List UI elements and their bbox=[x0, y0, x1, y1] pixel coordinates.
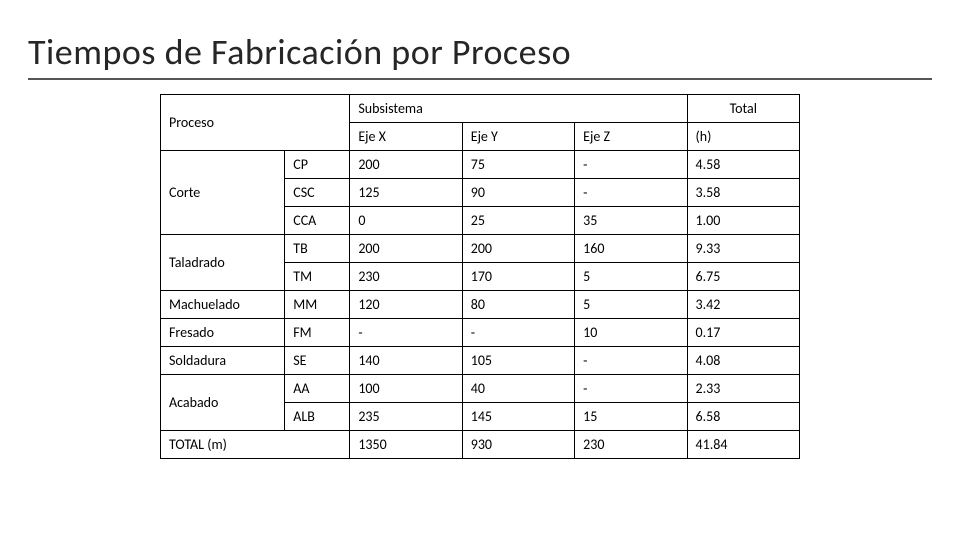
tot-cell: 4.58 bbox=[687, 151, 799, 179]
process-cell: Corte bbox=[161, 151, 285, 235]
sub-cell: FM bbox=[285, 319, 350, 347]
x-cell: - bbox=[350, 319, 462, 347]
y-cell: 75 bbox=[462, 151, 574, 179]
total-z: 230 bbox=[575, 431, 687, 459]
header-eje-z: Eje Z bbox=[575, 123, 687, 151]
process-cell: Machuelado bbox=[161, 291, 285, 319]
tot-cell: 9.33 bbox=[687, 235, 799, 263]
x-cell: 200 bbox=[350, 235, 462, 263]
total-label: TOTAL (m) bbox=[161, 431, 350, 459]
table-row: CorteCP20075-4.58 bbox=[161, 151, 800, 179]
x-cell: 120 bbox=[350, 291, 462, 319]
table-header: Proceso Subsistema Total Eje X Eje Y Eje… bbox=[161, 95, 800, 151]
table-body: CorteCP20075-4.58CSC12590-3.58CCA025351.… bbox=[161, 151, 800, 459]
x-cell: 0 bbox=[350, 207, 462, 235]
header-proceso: Proceso bbox=[161, 95, 350, 151]
sub-cell: TB bbox=[285, 235, 350, 263]
x-cell: 235 bbox=[350, 403, 462, 431]
tot-cell: 2.33 bbox=[687, 375, 799, 403]
z-cell: 15 bbox=[575, 403, 687, 431]
z-cell: - bbox=[575, 179, 687, 207]
header-eje-y: Eje Y bbox=[462, 123, 574, 151]
y-cell: 40 bbox=[462, 375, 574, 403]
header-total: Total bbox=[687, 95, 799, 123]
total-y: 930 bbox=[462, 431, 574, 459]
tot-cell: 6.58 bbox=[687, 403, 799, 431]
process-cell: Soldadura bbox=[161, 347, 285, 375]
sub-cell: MM bbox=[285, 291, 350, 319]
x-cell: 100 bbox=[350, 375, 462, 403]
sub-cell: SE bbox=[285, 347, 350, 375]
slide-title: Tiempos de Fabricación por Proceso bbox=[28, 30, 932, 80]
z-cell: 5 bbox=[575, 263, 687, 291]
x-cell: 140 bbox=[350, 347, 462, 375]
y-cell: 90 bbox=[462, 179, 574, 207]
header-total-h: (h) bbox=[687, 123, 799, 151]
y-cell: - bbox=[462, 319, 574, 347]
tot-cell: 3.42 bbox=[687, 291, 799, 319]
y-cell: 25 bbox=[462, 207, 574, 235]
table-row: SoldaduraSE140105-4.08 bbox=[161, 347, 800, 375]
header-eje-x: Eje X bbox=[350, 123, 462, 151]
sub-cell: AA bbox=[285, 375, 350, 403]
sub-cell: CCA bbox=[285, 207, 350, 235]
tot-cell: 1.00 bbox=[687, 207, 799, 235]
z-cell: 10 bbox=[575, 319, 687, 347]
tot-cell: 3.58 bbox=[687, 179, 799, 207]
process-cell: Taladrado bbox=[161, 235, 285, 291]
x-cell: 200 bbox=[350, 151, 462, 179]
process-cell: Acabado bbox=[161, 375, 285, 431]
sub-cell: ALB bbox=[285, 403, 350, 431]
total-x: 1350 bbox=[350, 431, 462, 459]
manufacturing-times-table: Proceso Subsistema Total Eje X Eje Y Eje… bbox=[160, 94, 800, 459]
table-row: MachueladoMM1208053.42 bbox=[161, 291, 800, 319]
process-cell: Fresado bbox=[161, 319, 285, 347]
slide-container: Tiempos de Fabricación por Proceso Proce… bbox=[0, 0, 960, 540]
table-row: TaladradoTB2002001609.33 bbox=[161, 235, 800, 263]
y-cell: 80 bbox=[462, 291, 574, 319]
table-row: AcabadoAA10040-2.33 bbox=[161, 375, 800, 403]
tot-cell: 4.08 bbox=[687, 347, 799, 375]
total-row: TOTAL (m)135093023041.84 bbox=[161, 431, 800, 459]
tot-cell: 0.17 bbox=[687, 319, 799, 347]
x-cell: 230 bbox=[350, 263, 462, 291]
z-cell: - bbox=[575, 347, 687, 375]
header-subsistema: Subsistema bbox=[350, 95, 687, 123]
y-cell: 105 bbox=[462, 347, 574, 375]
z-cell: 160 bbox=[575, 235, 687, 263]
y-cell: 200 bbox=[462, 235, 574, 263]
tot-cell: 6.75 bbox=[687, 263, 799, 291]
z-cell: 5 bbox=[575, 291, 687, 319]
z-cell: - bbox=[575, 151, 687, 179]
sub-cell: CP bbox=[285, 151, 350, 179]
table-row: FresadoFM--100.17 bbox=[161, 319, 800, 347]
sub-cell: CSC bbox=[285, 179, 350, 207]
total-tot: 41.84 bbox=[687, 431, 799, 459]
table-header-row-1: Proceso Subsistema Total bbox=[161, 95, 800, 123]
table-container: Proceso Subsistema Total Eje X Eje Y Eje… bbox=[160, 94, 800, 459]
x-cell: 125 bbox=[350, 179, 462, 207]
sub-cell: TM bbox=[285, 263, 350, 291]
z-cell: - bbox=[575, 375, 687, 403]
y-cell: 145 bbox=[462, 403, 574, 431]
z-cell: 35 bbox=[575, 207, 687, 235]
y-cell: 170 bbox=[462, 263, 574, 291]
